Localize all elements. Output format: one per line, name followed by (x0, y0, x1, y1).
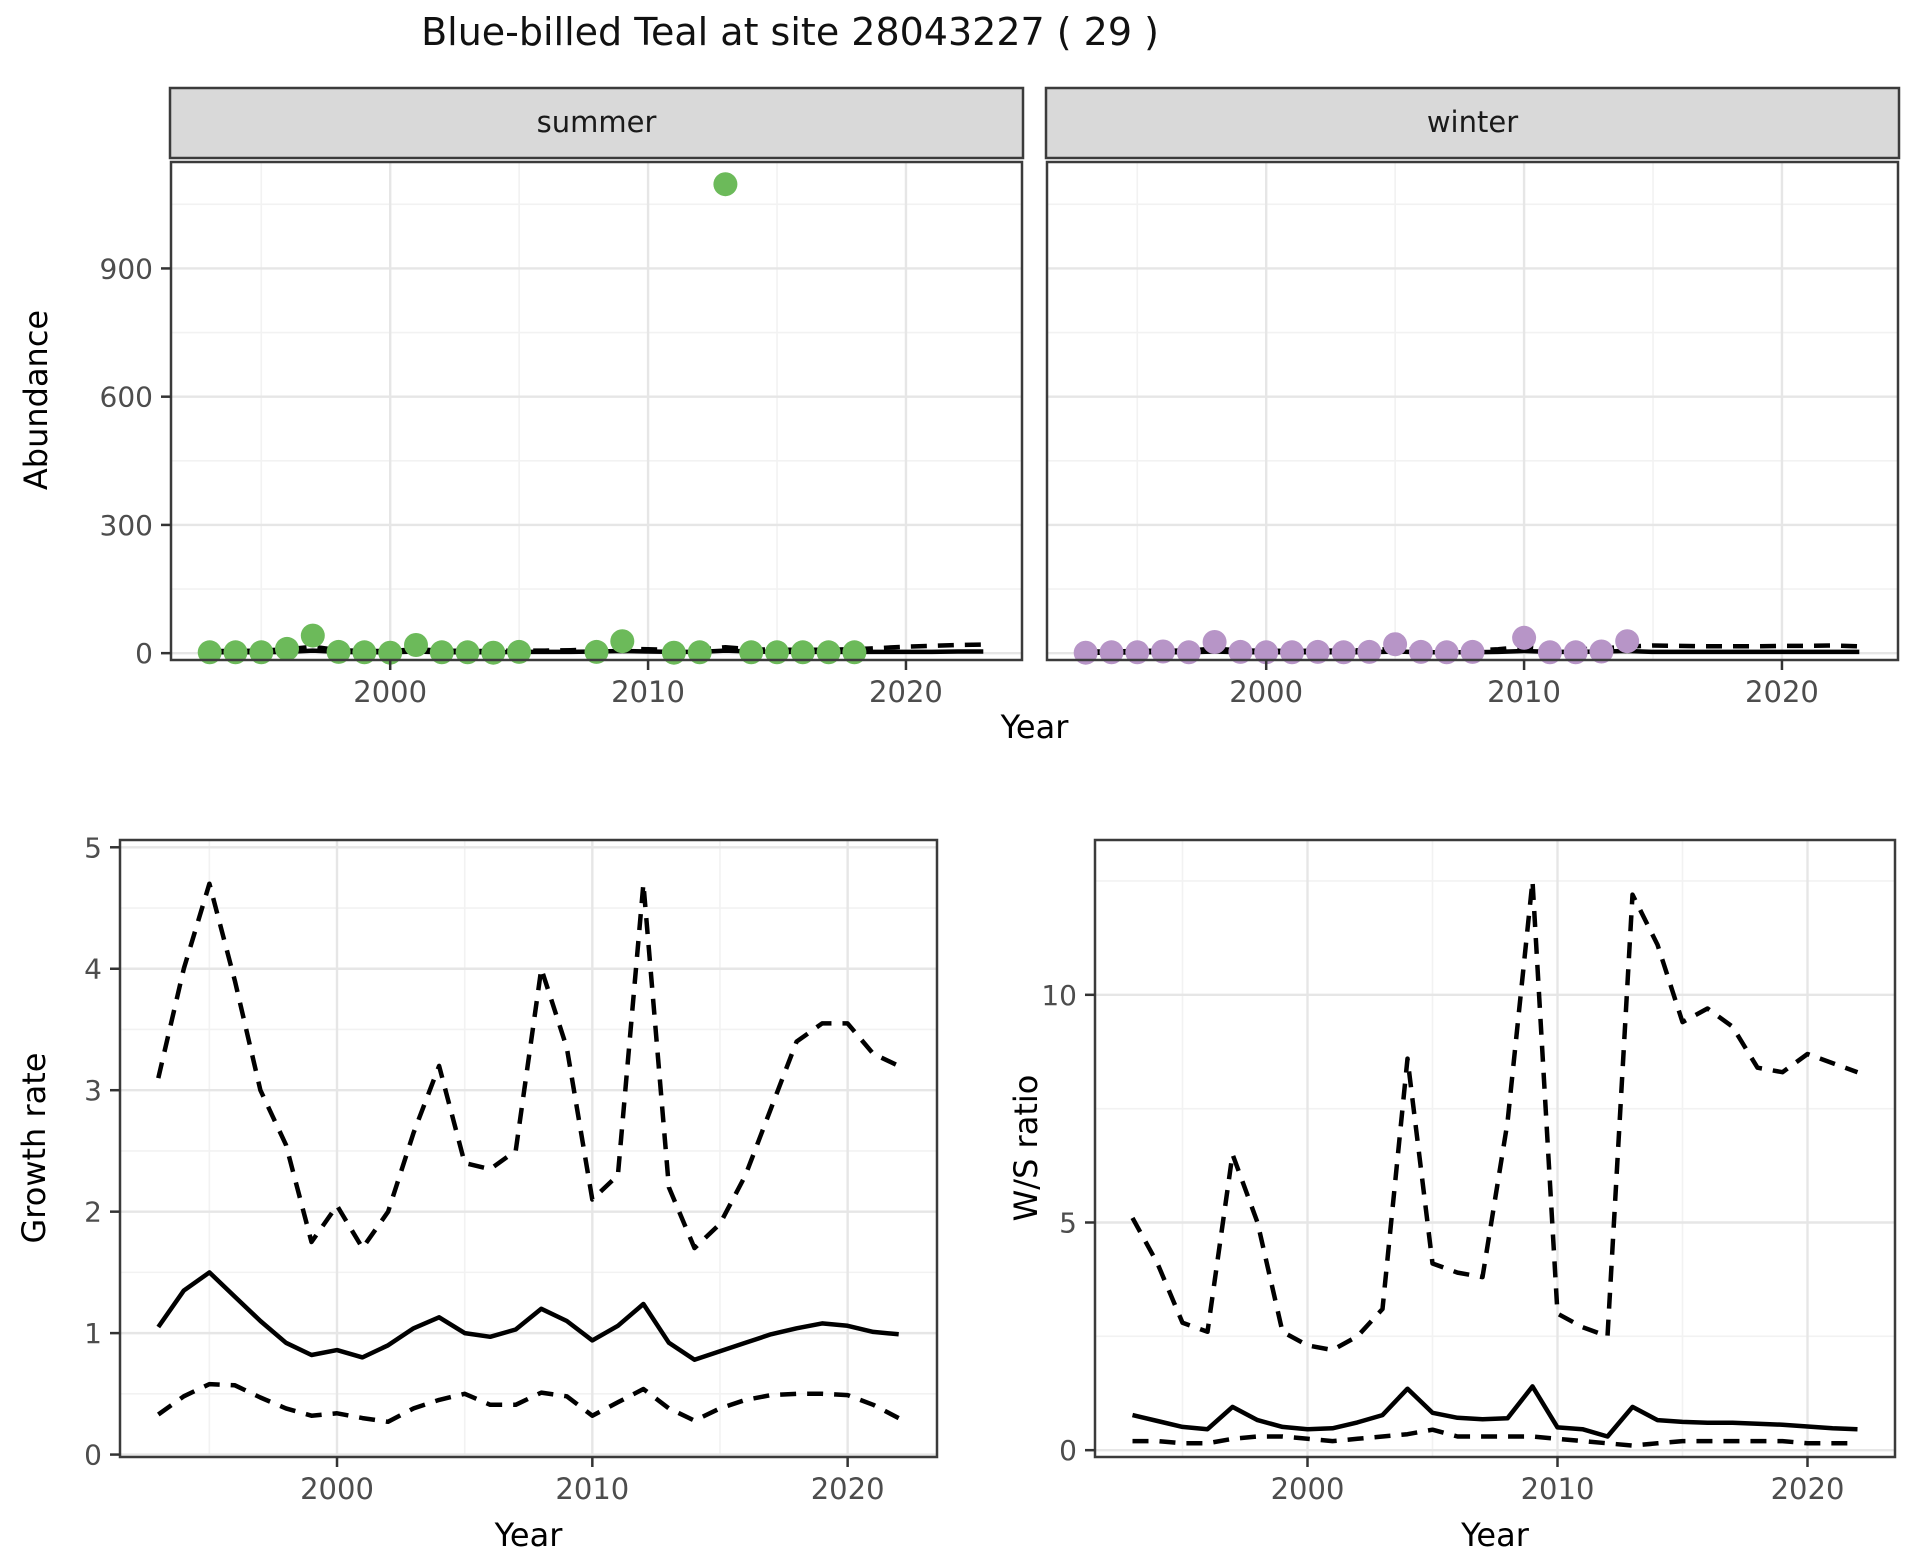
panel-border (1093, 838, 1897, 1459)
data-point (842, 640, 867, 665)
data-point (765, 640, 789, 665)
data-point (1434, 640, 1459, 665)
y-tick-label: 300 (100, 509, 153, 542)
y-tick-label: 5 (1059, 1206, 1077, 1239)
data-point (1615, 629, 1640, 654)
lower-CI-line (1132, 1427, 1858, 1448)
y-tick-label: 2 (84, 1196, 102, 1229)
y-tick-label: 3 (84, 1074, 102, 1107)
data-point (1408, 639, 1433, 664)
growth-rate-axis-title: Growth rate (15, 1052, 53, 1244)
facet-strip-winter-label: winter (1426, 105, 1519, 139)
y-tick-label: 0 (135, 637, 153, 670)
year-axis-title-bottom-right: Year (1461, 1516, 1529, 1554)
x-tick-label: 2000 (1271, 1472, 1345, 1506)
mean-line (1131, 1384, 1858, 1439)
data-point (1537, 640, 1562, 665)
data-point (1254, 640, 1279, 665)
x-tick-label: 2020 (1771, 1472, 1845, 1506)
data-point (713, 172, 738, 197)
panel-border (1045, 160, 1900, 662)
panel-summer (171, 162, 1022, 660)
data-point (1125, 640, 1150, 665)
facet-strip-summer-label: summer (536, 105, 657, 139)
data-point (1331, 640, 1356, 665)
data-point (326, 639, 351, 664)
data-point (816, 640, 841, 665)
y-tick-label: 10 (1041, 979, 1077, 1012)
data-point (1305, 639, 1330, 664)
year-axis-title-bottom-left: Year (494, 1516, 563, 1554)
data-point (481, 640, 506, 665)
panel-ws (1095, 840, 1895, 1457)
data-point (1280, 640, 1304, 665)
data-point (429, 640, 454, 665)
facet-strip (1044, 86, 1901, 160)
y-tick-label: 5 (84, 831, 102, 864)
panel-background (1095, 840, 1895, 1457)
data-point (1563, 640, 1588, 665)
data-point (1151, 639, 1175, 664)
panel-border (169, 160, 1024, 662)
data-point (249, 640, 274, 665)
panel-background (1047, 162, 1898, 660)
x-tick-label: 2010 (555, 1472, 629, 1506)
data-point (1228, 639, 1253, 664)
upper-CI-line (1130, 878, 1859, 1353)
y-tick-label: 1 (84, 1317, 102, 1350)
y-tick-label: 900 (100, 252, 153, 285)
x-tick-label: 2000 (1229, 675, 1303, 709)
data-point (1176, 640, 1201, 665)
data-point (584, 639, 609, 664)
data-point (223, 640, 248, 665)
data-point (790, 640, 815, 665)
x-tick-label: 2020 (869, 675, 943, 709)
data-point (507, 639, 532, 664)
panel-border (118, 838, 939, 1459)
facet-strip (168, 86, 1025, 160)
x-tick-label: 2010 (611, 675, 685, 709)
data-point (1383, 632, 1408, 657)
data-point (352, 640, 377, 665)
data-point (1589, 639, 1614, 664)
abundance-axis-title: Abundance (17, 309, 55, 491)
mean-line (156, 1270, 899, 1363)
x-tick-label: 2020 (1745, 675, 1819, 709)
page-title: Blue-billed Teal at site 28043227 ( 29 ) (421, 10, 1159, 54)
data-point (404, 633, 428, 657)
data-point (1460, 639, 1485, 664)
x-tick-label: 2010 (1521, 1472, 1595, 1506)
data-point (378, 640, 403, 665)
data-point (1512, 625, 1537, 650)
ws-ratio-axis-title: W/S ratio (1007, 1074, 1045, 1222)
data-point (661, 640, 686, 665)
data-point (1202, 630, 1227, 654)
data-point (1357, 639, 1382, 664)
lower-CI-line (156, 1381, 900, 1425)
x-tick-label: 2020 (811, 1472, 885, 1506)
data-point (1073, 640, 1098, 665)
upper-CI-line (156, 881, 900, 1251)
data-point (739, 640, 764, 665)
data-point (1099, 640, 1124, 665)
panel-background (120, 840, 937, 1457)
y-tick-label: 600 (100, 381, 153, 414)
x-tick-label: 2010 (1487, 675, 1561, 709)
panel-growth (120, 840, 937, 1457)
data-point (300, 623, 325, 648)
x-tick-label: 2000 (353, 675, 427, 709)
data-point (275, 636, 299, 661)
y-tick-label: 4 (84, 953, 102, 986)
data-point (610, 629, 635, 654)
y-tick-label: 0 (1059, 1434, 1077, 1467)
y-tick-label: 0 (84, 1439, 102, 1472)
panel-background (171, 162, 1022, 660)
x-tick-label: 2000 (300, 1472, 374, 1506)
data-point (197, 640, 222, 665)
data-point (455, 640, 480, 665)
data-point (687, 640, 712, 665)
year-axis-title-top: Year (1000, 708, 1069, 746)
